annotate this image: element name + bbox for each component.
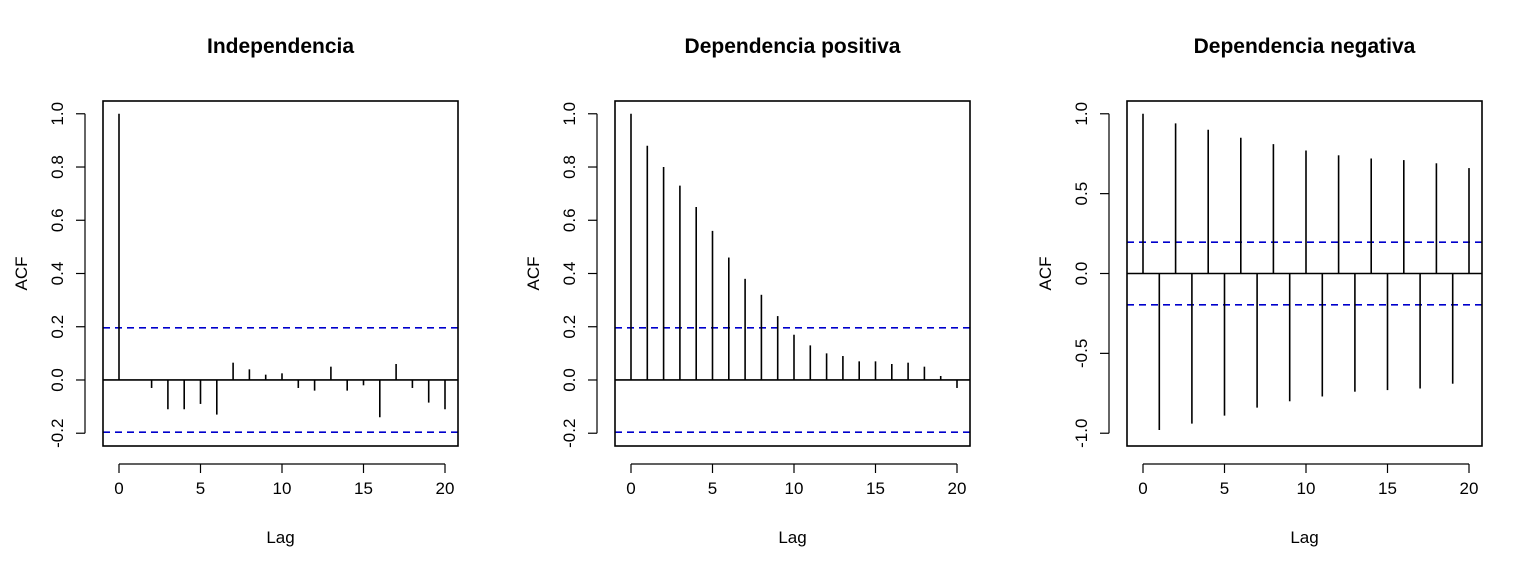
plot-frame <box>614 100 971 447</box>
y-axis-label: ACF <box>12 257 31 291</box>
x-tick-label: 10 <box>273 479 292 498</box>
x-tick-label: 0 <box>1138 479 1147 498</box>
x-axis-label: Lag <box>266 528 294 547</box>
y-tick-label: 1.0 <box>560 102 579 126</box>
acf-panel: Dependencia negativa ACF Lag 0 5 10 15 20 -1.0 -0… <box>1036 35 1483 547</box>
x-tick-label: 20 <box>1460 479 1479 498</box>
x-tick-label: 10 <box>1297 479 1316 498</box>
y-tick-label: 0.8 <box>560 155 579 179</box>
y-tick-label: 1.0 <box>48 102 67 126</box>
x-tick-label: 20 <box>948 479 967 498</box>
y-tick-label: -0.5 <box>1072 339 1091 368</box>
x-tick-label: 5 <box>196 479 205 498</box>
y-tick-label: 0.8 <box>48 155 67 179</box>
acf-panel: Dependencia positiva ACF Lag 0 5 10 15 20 -0.2 0.… <box>524 35 971 547</box>
x-tick-label: 5 <box>1220 479 1229 498</box>
y-tick-label: 0.4 <box>48 262 67 286</box>
y-tick-label: 0.4 <box>560 262 579 286</box>
y-tick-label: 0.2 <box>560 315 579 339</box>
chart-title: Independencia <box>207 35 354 58</box>
x-tick-label: 10 <box>785 479 804 498</box>
chart-title: Dependencia positiva <box>685 35 901 58</box>
plot-frame <box>1126 100 1483 447</box>
x-tick-label: 15 <box>866 479 885 498</box>
y-tick-label: 0.6 <box>48 208 67 232</box>
x-axis-label: Lag <box>778 528 806 547</box>
x-tick-label: 5 <box>708 479 717 498</box>
y-tick-label: 1.0 <box>1072 102 1091 126</box>
plot-frame <box>102 100 459 447</box>
y-tick-label: 0.2 <box>48 315 67 339</box>
y-tick-label: -0.2 <box>560 419 579 448</box>
x-tick-label: 20 <box>436 479 455 498</box>
y-tick-label: 0.0 <box>48 368 67 392</box>
y-axis-label: ACF <box>1036 257 1055 291</box>
x-tick-label: 0 <box>114 479 123 498</box>
x-axis-label: Lag <box>1290 528 1318 547</box>
y-axis-label: ACF <box>524 257 543 291</box>
y-tick-label: -1.0 <box>1072 419 1091 448</box>
x-tick-label: 0 <box>626 479 635 498</box>
x-tick-label: 15 <box>1378 479 1397 498</box>
y-tick-label: 0.5 <box>1072 182 1091 206</box>
x-tick-label: 15 <box>354 479 373 498</box>
y-tick-label: 0.0 <box>1072 262 1091 286</box>
y-tick-label: 0.6 <box>560 208 579 232</box>
y-tick-label: -0.2 <box>48 419 67 448</box>
chart-title: Dependencia negativa <box>1194 35 1416 58</box>
y-tick-label: 0.0 <box>560 368 579 392</box>
acf-panel: Independencia ACF Lag 0 5 10 15 20 -0.2 0.0 0.2 0.4… <box>12 35 459 547</box>
